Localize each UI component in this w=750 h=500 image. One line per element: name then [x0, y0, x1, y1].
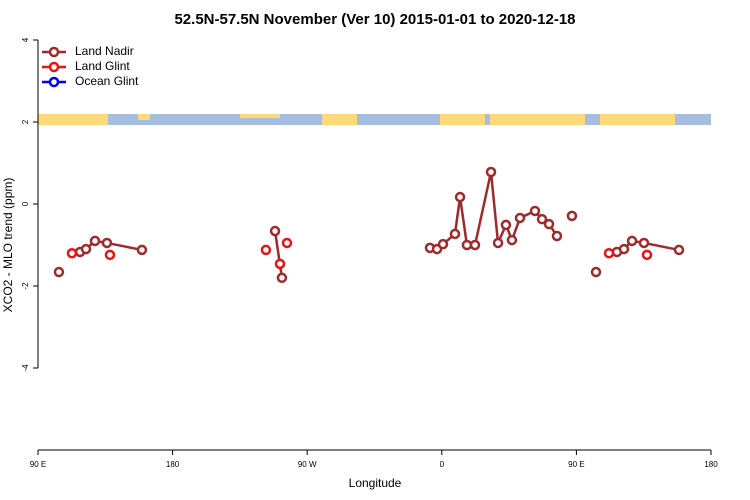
- data-point: [641, 249, 653, 261]
- data-point: [53, 266, 65, 278]
- data-point: [66, 247, 78, 259]
- y-tick-label: 2: [21, 119, 30, 124]
- data-point: [536, 213, 548, 225]
- data-point: [469, 239, 481, 251]
- y-tick-label: -2: [21, 282, 30, 290]
- x-tick-label: 90 E: [30, 460, 46, 469]
- legend-marker: [48, 61, 60, 73]
- legend-marker: [48, 76, 60, 88]
- data-point: [276, 272, 288, 284]
- data-point: [461, 239, 473, 251]
- data-point: [274, 258, 286, 270]
- chart-title: 52.5N-57.5N November (Ver 10) 2015-01-01…: [174, 11, 575, 28]
- series-line: [429, 171, 558, 251]
- data-point: [269, 225, 281, 237]
- data-point: [281, 237, 293, 249]
- data-point: [551, 230, 563, 242]
- data-point: [603, 247, 615, 259]
- x-axis-label: Longitude: [349, 476, 402, 490]
- data-point: [136, 244, 148, 256]
- legend-label: Land Glint: [75, 59, 130, 73]
- data-point: [543, 218, 555, 230]
- data-point: [454, 191, 466, 203]
- series-line: [273, 230, 284, 278]
- data-point: [104, 249, 116, 261]
- x-tick-label: 180: [166, 460, 180, 469]
- data-point: [101, 237, 113, 249]
- y-tick-label: 4: [21, 37, 30, 42]
- data-point: [529, 205, 541, 217]
- x-tick-label: 0: [440, 460, 445, 469]
- data-point: [506, 234, 518, 246]
- data-point: [449, 228, 461, 240]
- data-point: [500, 219, 512, 231]
- data-point: [89, 235, 101, 247]
- map-strip: [38, 114, 711, 125]
- data-point: [590, 266, 602, 278]
- data-point: [437, 238, 449, 250]
- data-point: [673, 244, 685, 256]
- x-tick-label: 180: [704, 460, 718, 469]
- y-axis-label: XCO2 - MLO trend (ppm): [1, 178, 15, 313]
- data-point: [618, 243, 630, 255]
- x-tick-label: 90 E: [568, 460, 584, 469]
- data-point: [566, 210, 578, 222]
- legend-marker: [48, 46, 60, 58]
- x-tick-label: 90 W: [298, 460, 317, 469]
- data-point: [514, 212, 526, 224]
- data-point: [638, 237, 650, 249]
- y-tick-label: 0: [21, 201, 30, 206]
- data-point: [485, 166, 497, 178]
- data-point: [626, 235, 638, 247]
- y-tick-label: -4: [21, 364, 30, 372]
- legend-label: Ocean Glint: [75, 74, 139, 88]
- legend-label: Land Nadir: [75, 44, 134, 58]
- data-point: [260, 244, 272, 256]
- data-point: [80, 243, 92, 255]
- data-point: [492, 237, 504, 249]
